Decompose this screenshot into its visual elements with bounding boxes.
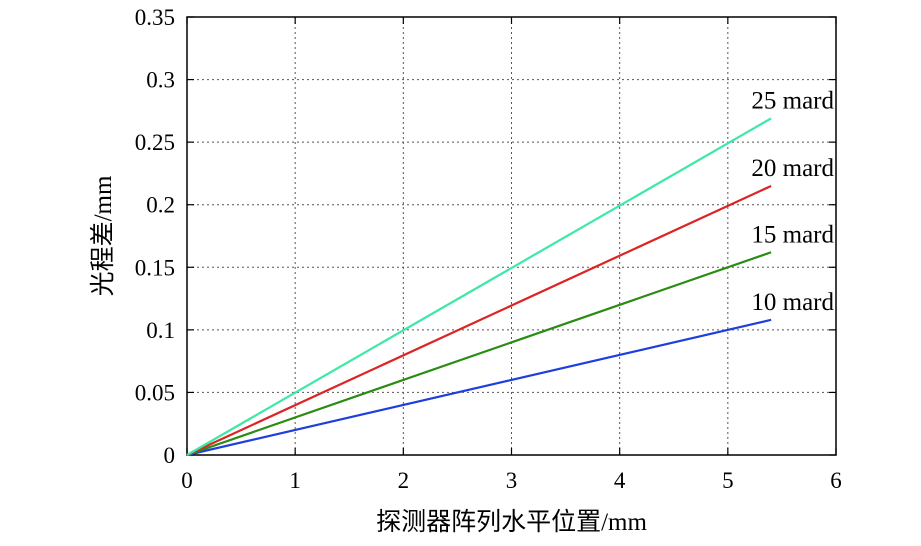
series-line: [186, 251, 772, 457]
x-tick-label: 2: [398, 468, 410, 493]
x-axis-title: 探测器阵列水平位置/mm: [376, 508, 647, 536]
x-tick-label: 3: [506, 468, 518, 493]
series-line: [186, 117, 772, 456]
x-tick-label: 6: [830, 468, 842, 493]
series-label: 15 mard: [751, 221, 834, 248]
series-label: 25 mard: [751, 87, 834, 114]
y-tick-label: 0.2: [146, 193, 175, 218]
x-tick-label: 1: [289, 468, 301, 493]
series-line: [186, 318, 772, 457]
x-tick-label: 5: [722, 468, 734, 493]
y-axis-title: 光程差/mm: [89, 175, 117, 296]
y-tick-label: 0.25: [135, 130, 175, 155]
series-label: 10 mard: [751, 289, 834, 316]
y-tick-label: 0.35: [135, 5, 175, 30]
series-lines: [186, 117, 772, 457]
axis-ticks: 0 1 2 3 4 5 6 0 0.05 0.1 0.15 0.2 0.25 0.3 0.35: [135, 5, 842, 493]
y-tick-label: 0.3: [146, 68, 175, 93]
series-label: 20 mard: [751, 155, 834, 182]
y-tick-label: 0.15: [135, 255, 175, 280]
grid: [187, 17, 836, 455]
x-tick-label: 4: [614, 468, 626, 493]
x-tick-label: 0: [181, 468, 193, 493]
y-tick-label: 0: [164, 443, 176, 468]
series-labels: 10 mard 15 mard 20 mard 25 mard: [751, 87, 834, 315]
series-line: [186, 184, 772, 456]
y-tick-label: 0.1: [146, 318, 175, 343]
y-tick-label: 0.05: [135, 380, 175, 405]
